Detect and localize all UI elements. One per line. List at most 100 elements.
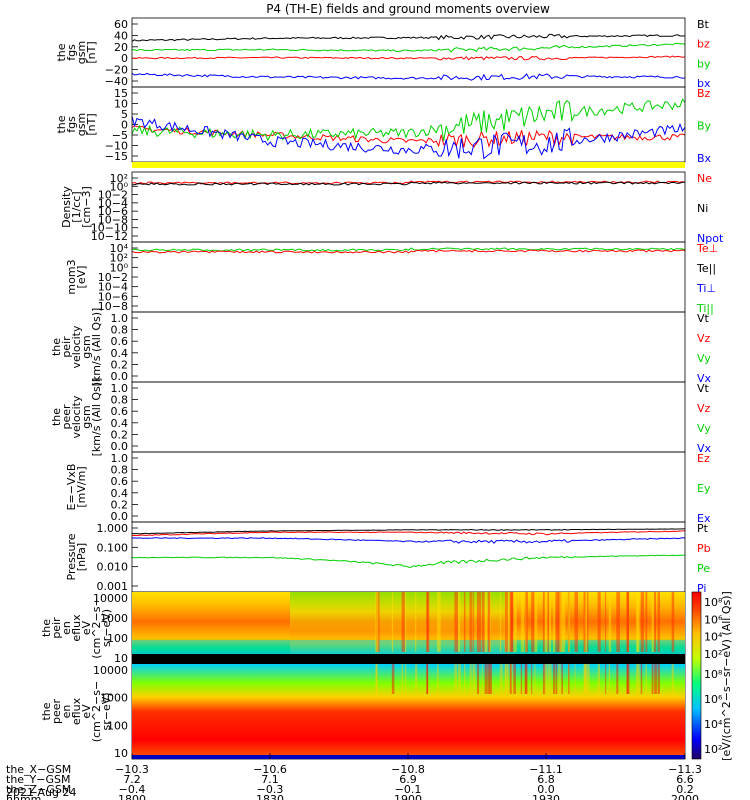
y-tick-label: 5: [121, 108, 128, 121]
y-axis-label: (cm^2−s−: [90, 597, 103, 658]
legend-te⊥: Te⊥: [696, 242, 718, 255]
legend-pe: Pe: [697, 562, 710, 575]
electron-streak: [426, 664, 429, 694]
series-by: [132, 42, 686, 53]
footer-value: −0.4: [119, 783, 146, 796]
ion-streak: [487, 592, 491, 652]
ion-streak: [391, 592, 394, 652]
y-tick-label: 0.4: [111, 487, 129, 500]
electron-streak: [489, 664, 492, 694]
panel-3: 10²10⁰10−210−410−610−810−1010−12Density[…: [60, 172, 724, 245]
y-tick-label: 0.8: [111, 464, 129, 477]
ion-streak: [531, 592, 535, 652]
panel-6: 1.00.80.60.40.20.0 thepeervelocitygsm[km/…: [50, 378, 712, 457]
y-tick-label: 10−8: [98, 213, 128, 226]
legend-ti||: Ti||: [696, 302, 714, 315]
y-tick-label: 10−6: [98, 290, 128, 303]
electron-streak: [524, 664, 527, 694]
ion-streak: [626, 592, 629, 652]
panel-8: 1.000 0.100 0.010 0.001 Pressure[nPa] Pt Pb Pe P…: [65, 522, 711, 595]
electron-streak: [616, 664, 619, 694]
y-tick-label: 10−10: [91, 222, 128, 235]
y-axis-label: fgs: [65, 116, 78, 133]
ion-streak: [401, 592, 405, 652]
y-axis-label: gsm: [75, 113, 88, 136]
legend-vy: Vy: [697, 422, 711, 435]
electron-streak: [481, 664, 483, 694]
legend-bt: Bt: [697, 18, 710, 31]
ion-streak: [559, 592, 562, 652]
electron-streak: [509, 664, 512, 694]
y-axis-label: velocity: [70, 325, 83, 368]
legend-ey: Ey: [697, 482, 711, 495]
footer-value: 7.2: [123, 773, 141, 786]
y-tick-label: 0.4: [111, 417, 129, 430]
electron-streak: [504, 664, 506, 694]
electron-streak: [531, 664, 533, 694]
y-axis-label: eflux: [70, 697, 83, 725]
footer-value: 6.6: [676, 773, 694, 786]
series-bx: [131, 116, 686, 160]
footer-value: 1830: [256, 793, 284, 800]
ion-streak: [469, 592, 472, 652]
electron-streak: [636, 664, 638, 694]
legend-vt: Vt: [697, 382, 710, 395]
electron-streak: [520, 664, 522, 694]
electron-streak: [404, 664, 407, 694]
electron-streak: [561, 664, 563, 694]
y-tick-label: 10: [114, 747, 128, 760]
y-tick-label: 0.8: [111, 394, 129, 407]
legend-bx: Bx: [697, 152, 712, 165]
electron-streak: [640, 664, 643, 694]
y-axis-label: en: [60, 705, 73, 719]
ion-streak: [437, 592, 441, 652]
electron-streak: [671, 664, 674, 694]
electron-streak: [584, 664, 587, 694]
ion-streak: [671, 592, 675, 652]
legend-npot: Npot: [697, 232, 724, 245]
y-axis-label: en: [60, 621, 73, 635]
y-tick-label: 0.0: [111, 370, 129, 383]
electron-streak: [645, 664, 647, 694]
ion-streak: [654, 592, 657, 652]
electron-streak: [555, 664, 558, 694]
moment-trace: [132, 181, 686, 186]
y-tick-label: 10−12: [91, 230, 128, 243]
ion-streak: [651, 592, 654, 652]
y-axis-label: [km/s (All Qs)]: [90, 378, 103, 457]
y-axis-label: eV: [80, 620, 93, 635]
footer-value: 1900: [394, 793, 422, 800]
electron-streak: [637, 664, 640, 694]
ion-streak: [520, 592, 525, 652]
ion-streak: [504, 592, 508, 652]
ion-streak: [458, 592, 461, 652]
y-axis-label: Pressure: [65, 533, 78, 580]
series-bt: [131, 33, 686, 42]
footer-value: 2000: [671, 793, 699, 800]
legend-vx: Vx: [697, 372, 712, 385]
footer-row-label: hhmm: [6, 793, 41, 800]
y-tick-label: 0.2: [111, 358, 129, 371]
electron-streak: [542, 664, 546, 694]
y-axis-label: [km/s (All Qs)]: [90, 308, 103, 387]
ion-streak: [472, 592, 474, 652]
legend-ez: Ez: [697, 452, 710, 465]
electron-streak: [454, 664, 458, 694]
footer-value: −10.3: [115, 763, 149, 776]
electron-streak: [499, 664, 503, 694]
colorbar-tick-label: 10²: [704, 743, 722, 756]
electron-streak: [586, 664, 590, 694]
ion-streak: [404, 592, 407, 652]
panel-frame: [131, 451, 686, 523]
y-axis-label: gsm: [80, 335, 93, 358]
y-tick-label: 0.4: [111, 347, 129, 360]
electron-streak: [657, 664, 660, 694]
ion-streak: [640, 592, 645, 652]
electron-streak: [458, 664, 461, 694]
electron-streak: [509, 664, 513, 694]
panel-10: 10000 1000 100 10 thepeerenefluxeV(cm^2−s−sr…: [40, 664, 138, 760]
y-tick-label: 100: [107, 719, 128, 732]
y-tick-label: 0: [121, 52, 128, 65]
electron-streak: [375, 664, 378, 694]
